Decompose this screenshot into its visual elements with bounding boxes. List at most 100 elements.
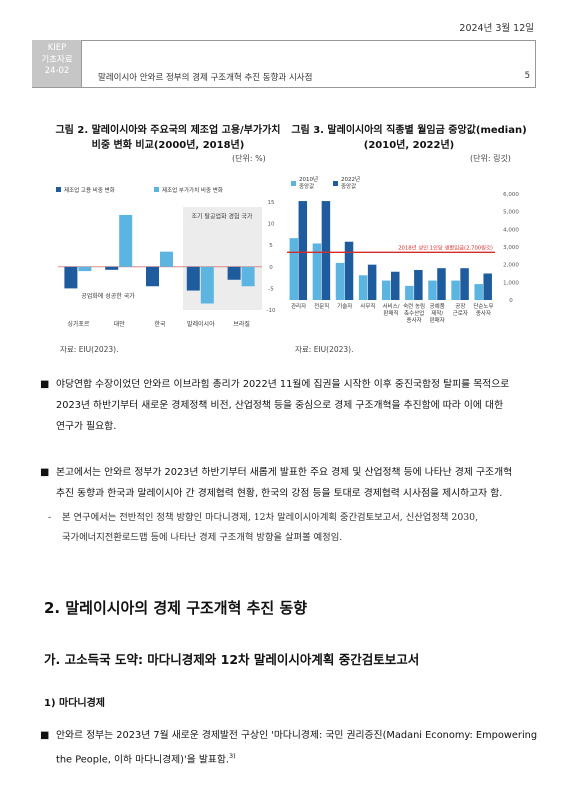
category-label: 한국 — [154, 321, 166, 328]
bar — [405, 285, 414, 300]
paragraph-line-text: the People, 이하 마다니경제)'을 발표함. — [56, 754, 229, 766]
category-label: 종사자 — [476, 309, 491, 317]
category-label: 전문직 — [314, 302, 329, 310]
section-heading-2: 2. 말레이시아의 경제 구조개혁 추진 동향 — [44, 599, 308, 617]
series-label-line: 24-02 — [44, 66, 70, 76]
bar — [358, 275, 368, 300]
square-bullet-icon: ■ — [40, 730, 50, 741]
category-label: 사무직 — [360, 302, 375, 310]
y-tick-label: 6,000 — [503, 192, 519, 198]
legend-label: 2022년 — [341, 175, 360, 183]
legend-swatch — [56, 187, 61, 192]
category-label: 서비스/ — [382, 302, 399, 310]
paragraph-line: 본고에서는 안와르 정부가 2023년 하반기부터 새롭게 발표한 주요 경제 … — [56, 467, 513, 478]
category-label: 단순노무 — [473, 302, 493, 310]
y-tick-label: -10 — [267, 308, 276, 314]
paragraph-line: 본 연구에서는 전반적인 정책 방향인 마다니경제, 12차 말레이시아계획 중… — [62, 512, 479, 523]
legend-label: 중앙값 — [341, 182, 356, 190]
figure-3-title-line: (2010년, 2022년) — [363, 140, 455, 151]
y-tick-label: 2,000 — [503, 263, 519, 269]
page-number: 5 — [524, 71, 530, 81]
annotation-label: 조기 탈공업화 경험 국가 — [192, 212, 253, 220]
paragraph-line: 2023년 하반기부터 새로운 경제정책 비전, 산업정책 등을 중심으로 경제… — [56, 400, 504, 411]
legend-label: 제조업 고용 비중 변화 — [64, 186, 115, 194]
y-tick-label: 1,000 — [503, 280, 519, 286]
legend-label: 2010년 — [299, 175, 318, 183]
series-label-box: KIEP 기초자료 24-02 — [32, 40, 82, 87]
bar — [289, 238, 299, 300]
y-tick-label: 4,000 — [503, 227, 519, 233]
bar — [312, 243, 322, 300]
header-divider — [32, 87, 536, 88]
bar — [367, 264, 377, 300]
category-label: 관리자 — [291, 302, 306, 310]
paragraph-1: ■ 야당연합 수장이었던 안와르 이브라힘 총리가 2022년 11월에 집권을… — [40, 374, 540, 437]
y-tick-label: 3,000 — [503, 245, 519, 251]
bar — [105, 266, 119, 270]
figure-3-title-line: 그림 3. 말레이시아의 직종별 월임금 중앙값(median) — [291, 125, 527, 136]
bar — [335, 262, 345, 300]
paragraph-line: 국가에너지전환로드맵 등에 나타난 경제 구조개혁 방향을 살펴볼 예정임. — [62, 531, 343, 543]
bar — [186, 266, 200, 291]
bar — [474, 284, 483, 300]
bar — [160, 251, 173, 267]
bar — [483, 273, 492, 300]
bar — [119, 214, 133, 267]
header-divider — [81, 40, 82, 88]
header-divider — [535, 40, 536, 88]
header-divider — [81, 40, 536, 41]
square-bullet-icon: ■ — [40, 467, 50, 478]
bar — [391, 271, 400, 300]
category-label: 기술자 — [337, 302, 352, 310]
legend-swatch — [333, 181, 338, 186]
annotation-label: 공업화에 성공한 국가 — [81, 292, 135, 300]
bar — [460, 268, 469, 300]
running-title: 말레이시아 안와르 정부의 경제 구조개혁 추진 동향과 시사점 — [98, 73, 313, 83]
bar — [437, 268, 446, 300]
footnote-ref: 3) — [228, 752, 236, 760]
figure-3-chart: 2010년중앙값2022년중앙값6,0005,0004,0003,0002,00… — [287, 175, 519, 324]
y-tick-label: 0 — [269, 265, 273, 271]
series-label-line: 기초자료 — [41, 54, 73, 65]
paragraph-line: the People, 이하 마다니경제)'을 발표함.3) — [56, 746, 540, 770]
series-label-line: KIEP — [47, 43, 67, 53]
figure-2-title: 그림 2. 말레이시아와 주요국의 제조업 고용/부가가치 비중 변화 비교(2… — [52, 123, 284, 153]
category-label: 축수산업 — [404, 309, 424, 317]
category-label: 말레이시아 — [187, 320, 215, 328]
paragraph-line: 야당연합 수장이었던 안와르 이브라힘 총리가 2022년 11월에 집권을 시… — [56, 379, 510, 390]
bar — [382, 280, 391, 300]
category-label: 종사자 — [407, 316, 422, 324]
figure-2-unit: (단위: %) — [232, 154, 266, 163]
reference-line-label: 2018년 성인 1인당 생활임금(2,700링깃) — [398, 243, 493, 251]
figure-2-title-line: 그림 2. 말레이시아와 주요국의 제조업 고용/부가가치 — [55, 125, 281, 136]
category-label: 판매자 — [430, 316, 445, 324]
section-heading-1: 1) 마다니경제 — [44, 698, 106, 709]
category-label: 공장 — [455, 303, 465, 310]
legend-label: 중앙값 — [299, 182, 314, 190]
legend-swatch — [291, 181, 296, 186]
bar — [344, 241, 354, 300]
figure-2-source: 자료: EIU(2023). — [60, 345, 119, 354]
category-label: 대만 — [114, 320, 126, 328]
bar — [200, 266, 214, 304]
bar — [428, 280, 437, 300]
bar — [414, 269, 423, 300]
bar — [241, 266, 255, 287]
bar — [78, 266, 92, 272]
figure-3-source: 자료: EIU(2023). — [295, 345, 354, 354]
category-label: 판매직 — [383, 309, 398, 317]
legend-swatch — [154, 187, 159, 192]
category-label: 제작/ — [431, 309, 443, 317]
paragraph-line: 추진 동향과 한국과 말레이시아 간 경제협력 현황, 한국의 강점 등을 토대… — [56, 488, 503, 499]
category-label: 브라질 — [233, 320, 250, 328]
y-tick-label: 5 — [269, 243, 273, 249]
category-label: 근로자 — [453, 309, 468, 317]
category-label: 공예품 — [430, 302, 445, 310]
report-date: 2024년 3월 12일 — [459, 23, 534, 34]
bar — [451, 280, 460, 300]
y-tick-label: 0 — [509, 298, 513, 304]
y-tick-label: 15 — [268, 200, 275, 206]
figure-3-unit: (단위: 링깃) — [470, 154, 511, 163]
figure-2-title-line: 비중 변화 비교(2000년, 2018년) — [91, 140, 245, 151]
annotation-shade — [183, 207, 262, 310]
